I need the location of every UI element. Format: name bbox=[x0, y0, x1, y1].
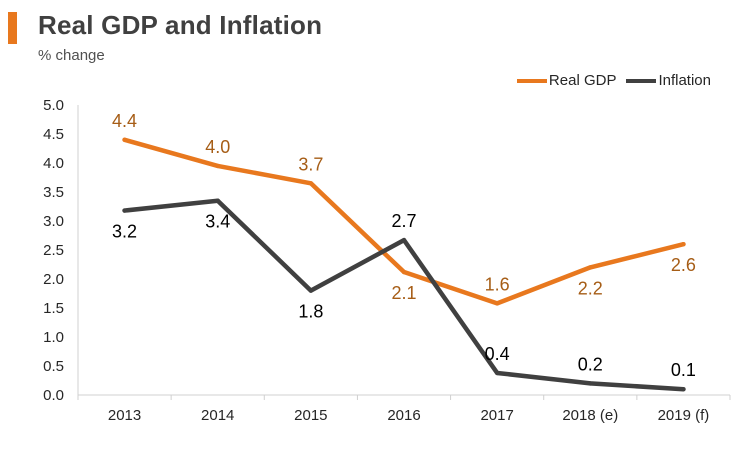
data-label-inflation: 3.4 bbox=[205, 212, 230, 232]
data-label-real-gdp: 1.6 bbox=[485, 274, 510, 294]
legend-item-real-gdp: Real GDP bbox=[516, 72, 617, 89]
data-label-inflation: 1.8 bbox=[298, 302, 323, 322]
data-label-real-gdp: 4.4 bbox=[112, 111, 137, 131]
x-tick-label: 2019 (f) bbox=[658, 407, 710, 424]
data-point-real-gdp bbox=[401, 269, 407, 275]
data-label-inflation: 0.1 bbox=[671, 360, 696, 380]
y-tick-label: 1.5 bbox=[43, 300, 64, 317]
data-label-real-gdp: 3.7 bbox=[298, 154, 323, 174]
data-label-real-gdp: 2.2 bbox=[578, 278, 603, 298]
x-tick-label: 2018 (e) bbox=[562, 407, 618, 424]
data-label-real-gdp: 2.1 bbox=[391, 283, 416, 303]
legend-swatch-inflation bbox=[626, 78, 657, 83]
data-point-real-gdp bbox=[681, 242, 686, 247]
y-tick-label: 5.0 bbox=[43, 97, 64, 114]
data-point-real-gdp bbox=[308, 181, 314, 186]
data-label-inflation: 0.4 bbox=[485, 344, 510, 364]
data-point-real-gdp bbox=[494, 301, 500, 306]
data-label-inflation: 0.2 bbox=[578, 354, 603, 374]
x-tick-label: 2016 bbox=[387, 407, 420, 424]
data-label-real-gdp: 2.6 bbox=[671, 255, 696, 275]
y-tick-label: 3.0 bbox=[43, 213, 64, 230]
chart-title: Real GDP and Inflation bbox=[38, 10, 323, 40]
data-point-inflation bbox=[308, 288, 314, 293]
chart-legend: Real GDP Inflation bbox=[513, 72, 711, 89]
legend-item-inflation: Inflation bbox=[626, 72, 711, 89]
legend-swatch-real-gdp bbox=[516, 78, 547, 83]
y-tick-label: 3.5 bbox=[43, 184, 64, 201]
data-label-inflation: 3.2 bbox=[112, 222, 137, 242]
y-tick-label: 2.5 bbox=[43, 242, 64, 259]
y-tick-label: 4.0 bbox=[43, 155, 64, 172]
data-point-inflation bbox=[588, 381, 593, 386]
data-point-real-gdp bbox=[215, 163, 220, 169]
data-point-inflation bbox=[215, 198, 220, 203]
x-tick-label: 2015 bbox=[294, 407, 327, 424]
x-tick-label: 2013 bbox=[108, 407, 141, 424]
y-tick-label: 1.0 bbox=[43, 329, 64, 346]
y-tick-label: 2.0 bbox=[43, 271, 64, 288]
data-point-inflation bbox=[122, 208, 127, 213]
x-tick-label: 2017 bbox=[480, 407, 513, 424]
legend-label-inflation: Inflation bbox=[658, 72, 711, 89]
chart-subtitle: % change bbox=[38, 47, 105, 64]
data-label-inflation: 2.7 bbox=[391, 211, 416, 231]
data-point-real-gdp bbox=[122, 137, 127, 142]
x-tick-label: 2014 bbox=[201, 407, 234, 424]
data-point-inflation bbox=[401, 237, 407, 243]
data-point-real-gdp bbox=[588, 265, 593, 270]
y-tick-label: 0.0 bbox=[43, 387, 64, 404]
data-point-inflation bbox=[681, 387, 686, 392]
y-tick-label: 0.5 bbox=[43, 358, 64, 375]
title-accent-bar bbox=[8, 12, 17, 44]
legend-label-real-gdp: Real GDP bbox=[548, 72, 617, 89]
data-point-inflation bbox=[494, 370, 500, 376]
y-tick-label: 4.5 bbox=[43, 126, 64, 143]
data-label-real-gdp: 4.0 bbox=[205, 137, 230, 157]
